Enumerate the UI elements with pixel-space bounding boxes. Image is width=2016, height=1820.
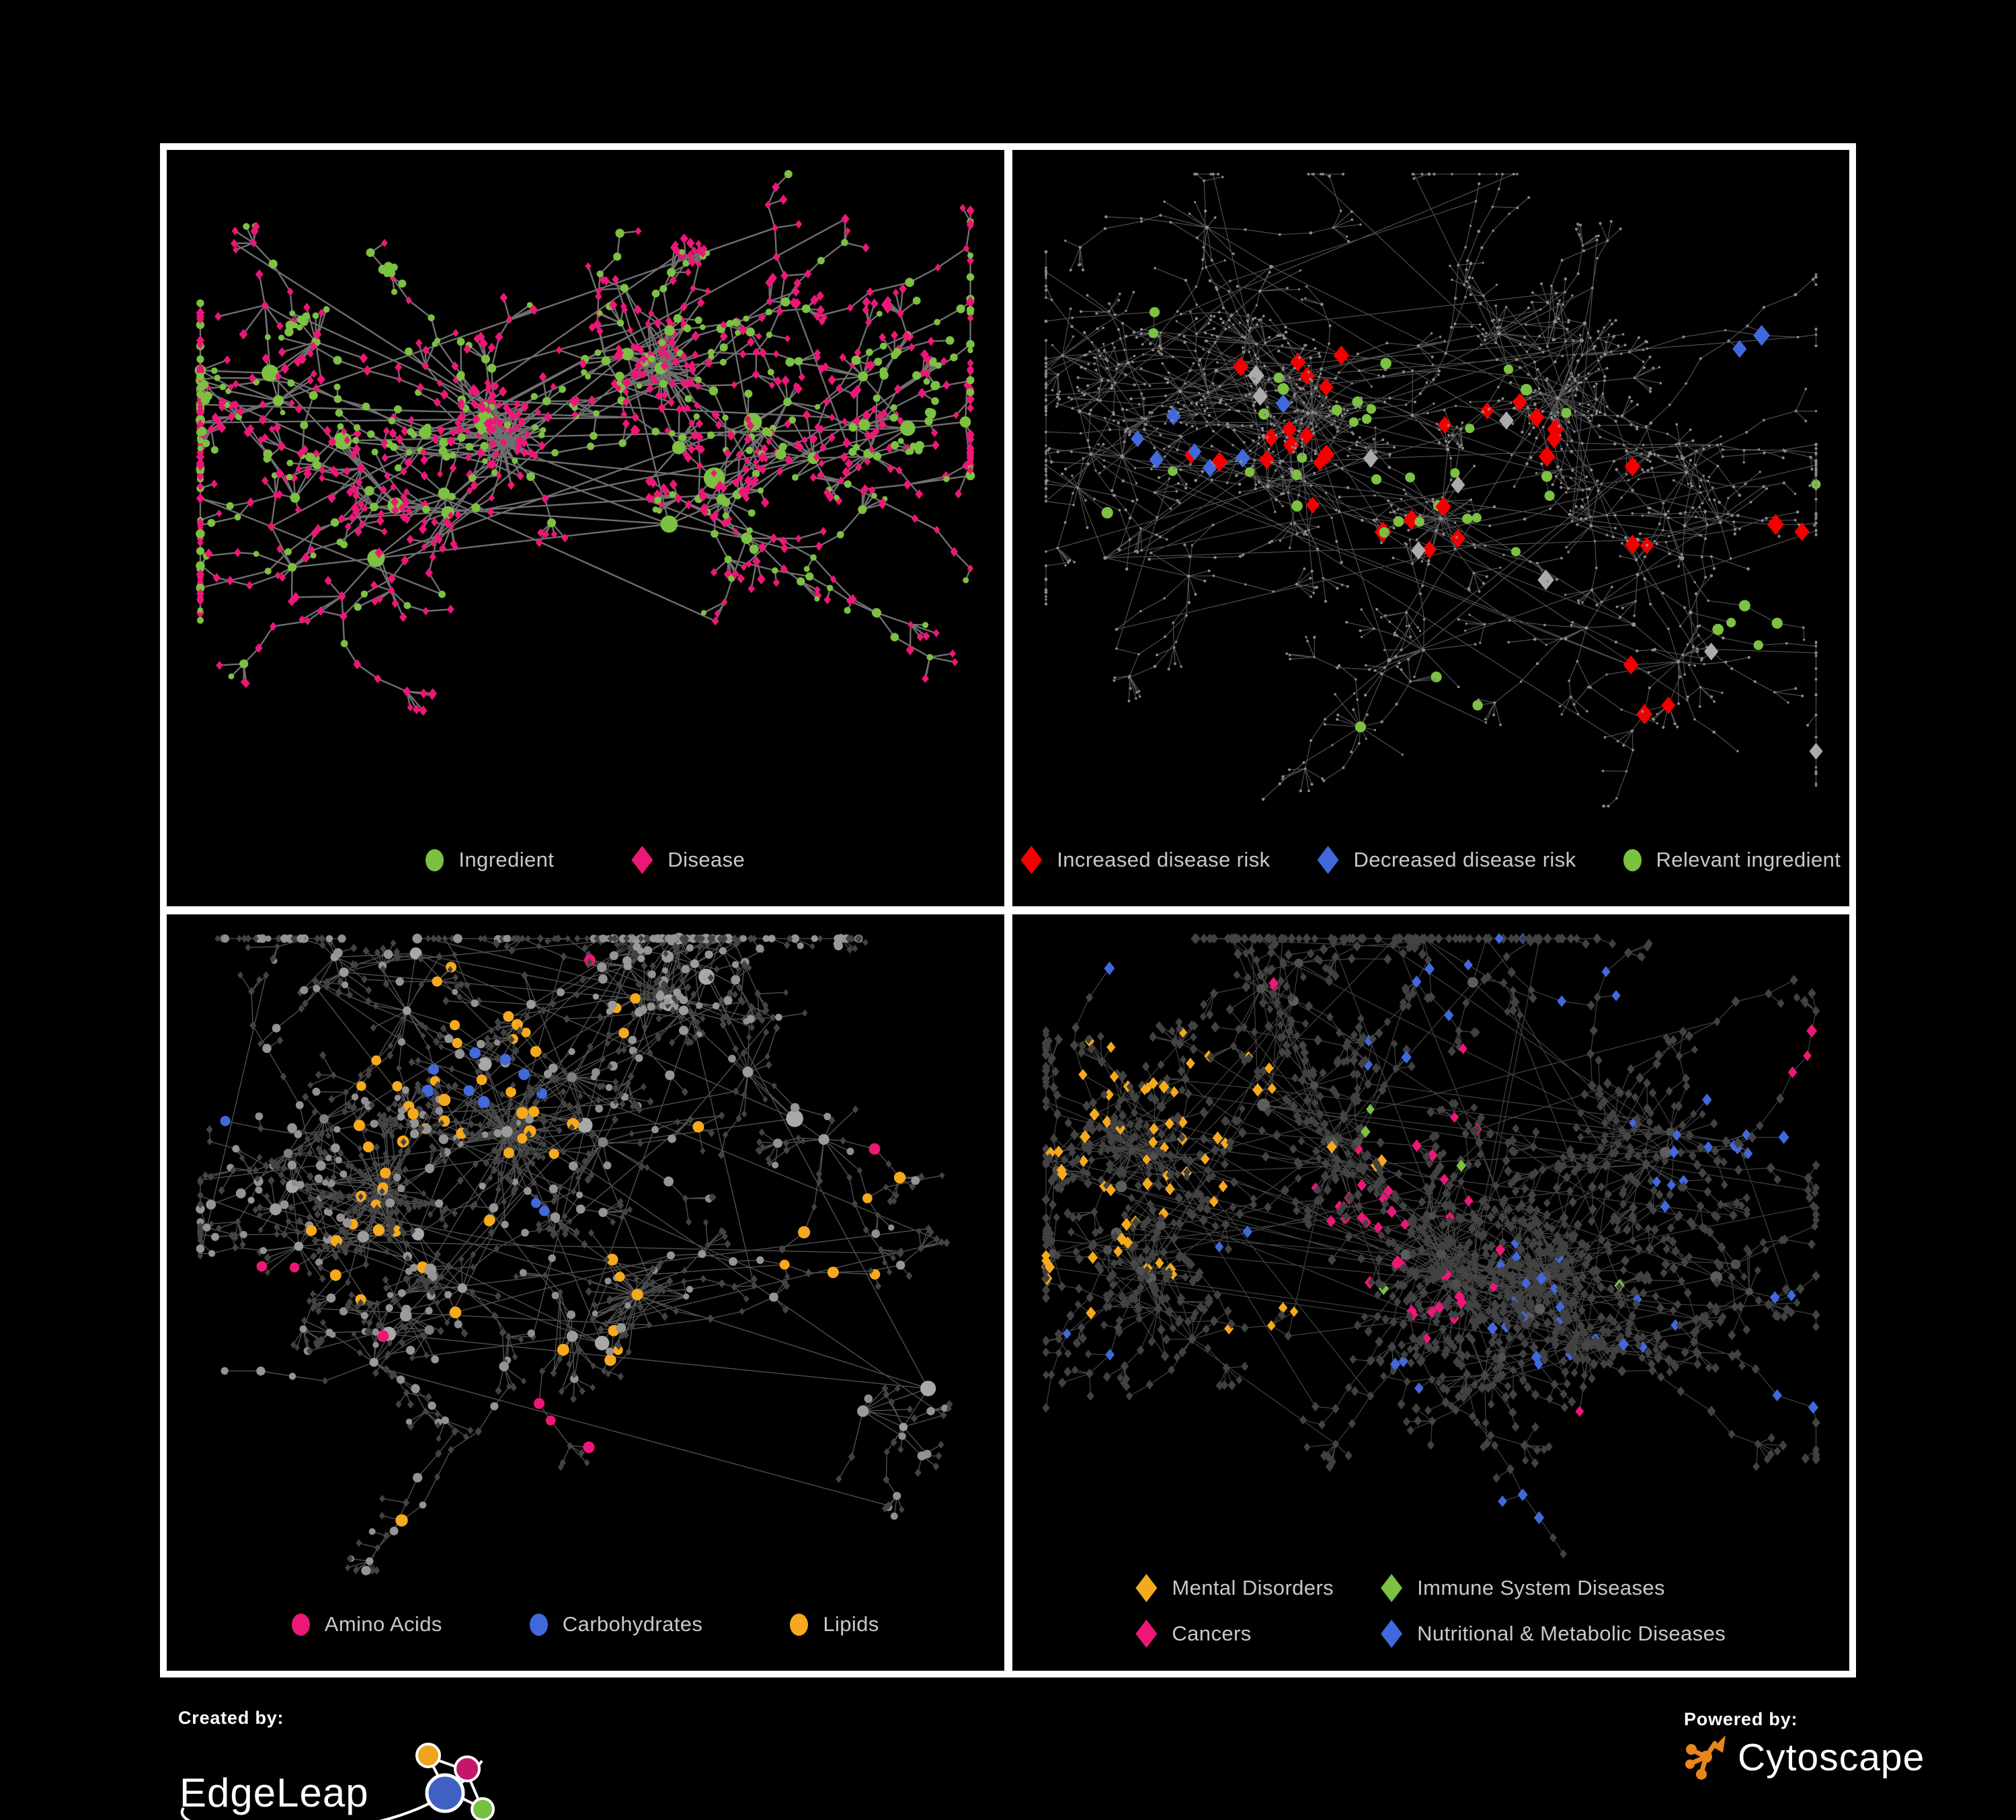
ingredient-marker-circle <box>426 848 444 871</box>
edgeleap-logo: EdgeLeap <box>179 1743 495 1820</box>
legend-label-nutritional-metabolic: Nutritional & Metabolic Diseases <box>1417 1622 1726 1645</box>
legend-label-mental-disorders: Mental Disorders <box>1172 1576 1334 1599</box>
legend-item-ingredient: Ingredient <box>426 848 554 872</box>
cancers-marker-diamond <box>1135 1620 1158 1648</box>
carbohydrates-marker-circle <box>529 1613 548 1636</box>
legend-item-amino-acids: Amino Acids <box>291 1612 442 1636</box>
network-edges <box>199 173 971 712</box>
mental-disorders-marker-diamond <box>1135 1574 1158 1602</box>
legend-item-mental-disorders: Mental Disorders <box>1135 1574 1334 1602</box>
legend-label-amino-acids: Amino Acids <box>324 1612 442 1636</box>
network-nodes <box>194 170 975 716</box>
legend-compound-classes: Amino Acids Carbohydrates Lipids <box>167 1594 1004 1655</box>
disease-marker-diamond <box>631 846 653 874</box>
legend-item-disease: Disease <box>631 846 745 874</box>
disease-categories-network <box>1041 933 1820 1558</box>
legend-item-lipids: Lipids <box>790 1612 879 1636</box>
legend-label-ingredient: Ingredient <box>458 848 555 871</box>
legend-label-cancers: Cancers <box>1172 1622 1252 1645</box>
legend-item-decreased-risk: Decreased disease risk <box>1317 846 1576 874</box>
legend-item-carbohydrates: Carbohydrates <box>529 1612 703 1636</box>
decreased-risk-marker-diamond <box>1317 846 1339 874</box>
legend-item-relevant-ingredient: Relevant ingredient <box>1623 848 1841 872</box>
powered-by-label: Powered by: <box>1684 1709 1798 1729</box>
amino-acids-marker-circle <box>291 1613 310 1636</box>
legend-label-immune-system-diseases: Immune System Diseases <box>1417 1576 1665 1599</box>
legend-ingredient-disease: Ingredient Disease <box>167 830 1004 890</box>
legend-item-cancers: Cancers <box>1135 1620 1334 1648</box>
created-by-label: Created by: <box>178 1708 284 1728</box>
network-nodes <box>196 933 953 1575</box>
legend-label-lipids: Lipids <box>823 1612 879 1636</box>
edgeleap-glyph-nodes <box>415 1743 495 1820</box>
network-nodes <box>1044 172 1823 808</box>
panel-disease-risk: Increased disease risk Decreased disease… <box>1012 150 1850 906</box>
ingredient-disease-network <box>194 170 975 716</box>
lipids-marker-circle <box>790 1613 809 1636</box>
edgeleap-branding: Created by: EdgeLeap <box>178 1708 528 1820</box>
legend-label-carbohydrates: Carbohydrates <box>562 1612 703 1636</box>
legend-item-nutritional-metabolic: Nutritional & Metabolic Diseases <box>1381 1620 1726 1648</box>
cytoscape-logo-icon <box>1685 1735 1726 1780</box>
legend-label-decreased-risk: Decreased disease risk <box>1353 848 1576 871</box>
figure-grid: Ingredient Disease Increased disease ris… <box>160 143 1856 1677</box>
legend-disease-risk: Increased disease risk Decreased disease… <box>1012 830 1850 890</box>
panel-disease-categories: Mental Disorders Immune System Diseases … <box>1012 914 1849 1671</box>
cytoscape-branding: Powered by: Cytoscape <box>1684 1709 1925 1781</box>
relevant-ingredient-marker-circle <box>1623 848 1642 871</box>
nutritional-metabolic-marker-diamond <box>1381 1620 1403 1648</box>
compound-classes-network <box>196 933 953 1575</box>
panel-ingredient-disease: Ingredient Disease <box>167 150 1004 906</box>
legend-label-relevant-ingredient: Relevant ingredient <box>1656 848 1841 871</box>
panel-compound-classes: Amino Acids Carbohydrates Lipids <box>167 914 1004 1671</box>
legend-label-disease: Disease <box>668 848 745 871</box>
increased-risk-marker-diamond <box>1020 846 1043 874</box>
immune-system-marker-diamond <box>1381 1574 1403 1602</box>
disease-risk-network <box>1044 172 1823 808</box>
network-edges <box>1045 173 1816 807</box>
legend-item-immune-system-diseases: Immune System Diseases <box>1381 1574 1726 1602</box>
cytoscape-brand-text: Cytoscape <box>1738 1736 1925 1779</box>
legend-label-increased-risk: Increased disease risk <box>1057 848 1271 871</box>
edgeleap-brand-text: EdgeLeap <box>179 1770 369 1815</box>
network-nodes <box>1041 933 1820 1558</box>
legend-disease-categories: Mental Disorders Immune System Diseases … <box>1135 1574 1726 1648</box>
legend-item-increased-risk: Increased disease risk <box>1020 846 1270 874</box>
